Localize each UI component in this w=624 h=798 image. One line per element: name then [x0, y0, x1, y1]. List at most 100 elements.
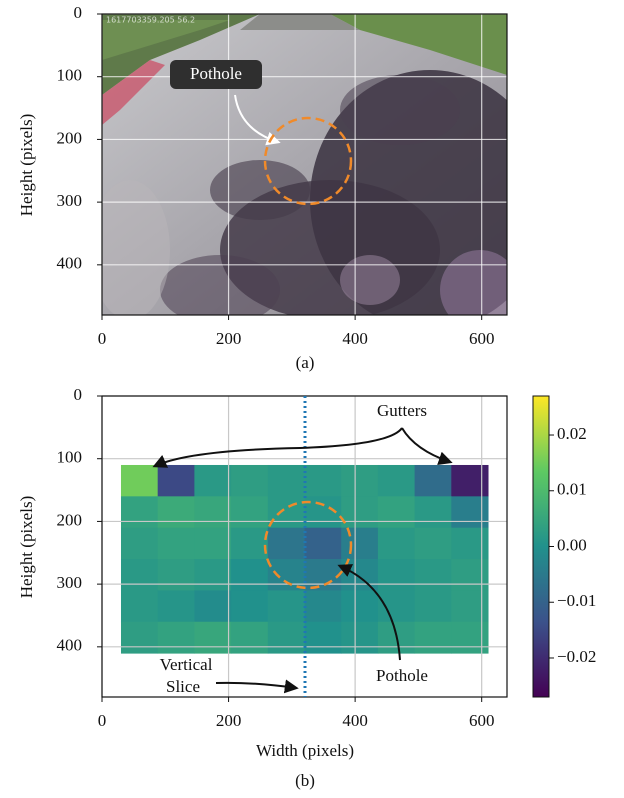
heatmap-cell	[414, 559, 452, 591]
y-tick-label: 300	[57, 573, 83, 592]
heatmap-cell	[451, 621, 489, 654]
plot-layer: 0 200 400 600 0 100 200 300 400 0.02 0.01 0.00 −0.01…	[57, 3, 597, 730]
pothole-label: Pothole	[190, 64, 242, 83]
heatmap-cell	[341, 527, 379, 560]
heatmap-cell	[194, 621, 232, 654]
x-tick-label: 0	[98, 711, 107, 730]
heatmap-cell	[194, 590, 232, 623]
heatmap-cell	[231, 559, 269, 591]
axes-frame	[101, 13, 508, 316]
slice-label: Vertical	[160, 655, 213, 674]
gutter-arrow	[401, 427, 453, 465]
heatmap-cell	[304, 590, 342, 623]
x-tick-label: 600	[469, 711, 495, 730]
heatmap-cell	[451, 527, 489, 560]
heatmap-cell	[157, 464, 195, 497]
heatmap-cell	[157, 590, 195, 623]
x-tick-label: 400	[342, 711, 368, 730]
heatmap-cell	[377, 527, 416, 560]
heatmap-cell	[194, 559, 232, 591]
heatmap-cell	[414, 590, 452, 623]
heatmap-cell	[120, 527, 159, 560]
colorbar-tick-label: 0.01	[557, 480, 587, 499]
heatmap-cell	[231, 590, 269, 623]
heatmap-cell	[414, 621, 452, 654]
heatmap-cell	[231, 621, 269, 654]
heatmap-cell	[341, 590, 379, 623]
caption: (b)	[295, 771, 315, 790]
heatmap-cell	[231, 527, 269, 560]
heatmap-cell	[451, 464, 489, 497]
y-tick-label: 0	[74, 3, 83, 22]
y-tick-label: 0	[74, 385, 83, 404]
heatmap-cell	[267, 621, 305, 654]
colorbar-tick-label: −0.02	[557, 647, 596, 666]
heatmap-cell	[304, 559, 342, 591]
heatmap-cell	[304, 621, 342, 654]
pothole-arrow	[337, 564, 401, 661]
heatmap-cell	[120, 590, 159, 623]
heatmap-cell	[194, 496, 232, 529]
heatmap-cell	[194, 527, 232, 560]
x-axis-label: Width (pixels)	[256, 741, 354, 760]
heatmap-cell	[157, 496, 195, 529]
heatmap-cell	[377, 464, 416, 497]
y-tick-label: 200	[57, 510, 83, 529]
y-tick-label: 400	[57, 254, 83, 273]
heatmap-cell	[341, 621, 379, 654]
y-axis-label: Height (pixels)	[17, 496, 36, 598]
pothole-circle	[263, 116, 353, 206]
heatmap-cell	[157, 621, 195, 654]
heatmap-cell	[377, 559, 416, 591]
heatmap-cell	[120, 559, 159, 591]
heatmap-cell	[157, 527, 195, 560]
pothole-label-box	[170, 60, 262, 89]
heatmap-cell	[341, 464, 379, 497]
pothole-label: Pothole	[376, 666, 428, 685]
annotations-a: Pothole	[170, 60, 353, 206]
x-tick-label: 0	[98, 329, 107, 348]
gutters-label: Gutters	[377, 401, 427, 420]
heatmap-cell	[120, 621, 159, 654]
caption: (a)	[296, 353, 315, 372]
heatmap-cell	[377, 590, 416, 623]
y-tick-label: 200	[57, 128, 83, 147]
heatmap-cell	[267, 464, 305, 497]
heatmap-cell	[414, 527, 452, 560]
colorbar-tick-label: 0.02	[557, 424, 587, 443]
colorbar-tick-label: −0.01	[557, 591, 596, 610]
heatmap-cell	[120, 496, 159, 529]
y-tick-label: 100	[57, 448, 83, 467]
heatmap-cell	[157, 559, 195, 591]
heatmap-cell	[231, 464, 269, 497]
heatmap-cell	[451, 559, 489, 591]
colorbar	[532, 395, 550, 698]
heatmap-cell	[341, 496, 379, 529]
y-tick-label: 400	[57, 636, 83, 655]
slice-label: Slice	[166, 677, 200, 696]
heatmap-cell	[267, 496, 305, 529]
heatmap-cell	[267, 559, 305, 591]
heatmap-cell	[231, 496, 269, 529]
annotations-b: Gutters Pothole Vertical Slice	[152, 396, 453, 697]
photo-timestamp: 1617703359.205 56.2	[106, 16, 195, 25]
heatmap-cell	[377, 496, 416, 529]
heatmap-cell	[451, 496, 489, 529]
heatmap-cell	[120, 464, 159, 497]
heatmap-cell	[267, 590, 305, 623]
y-tick-label: 300	[57, 191, 83, 210]
gutter-arrow	[152, 427, 403, 468]
y-tick-label: 100	[57, 66, 83, 85]
x-tick-label: 600	[469, 329, 495, 348]
x-tick-label: 200	[216, 329, 242, 348]
x-tick-label: 400	[342, 329, 368, 348]
heatmap-cell	[414, 496, 452, 529]
colorbar-tick-label: 0.00	[557, 535, 587, 554]
heatmap-cell	[451, 590, 489, 623]
road-photo	[102, 14, 507, 315]
heatmap-cell	[304, 527, 342, 560]
slice-arrow	[215, 679, 299, 694]
heatmap-cell	[267, 527, 305, 560]
